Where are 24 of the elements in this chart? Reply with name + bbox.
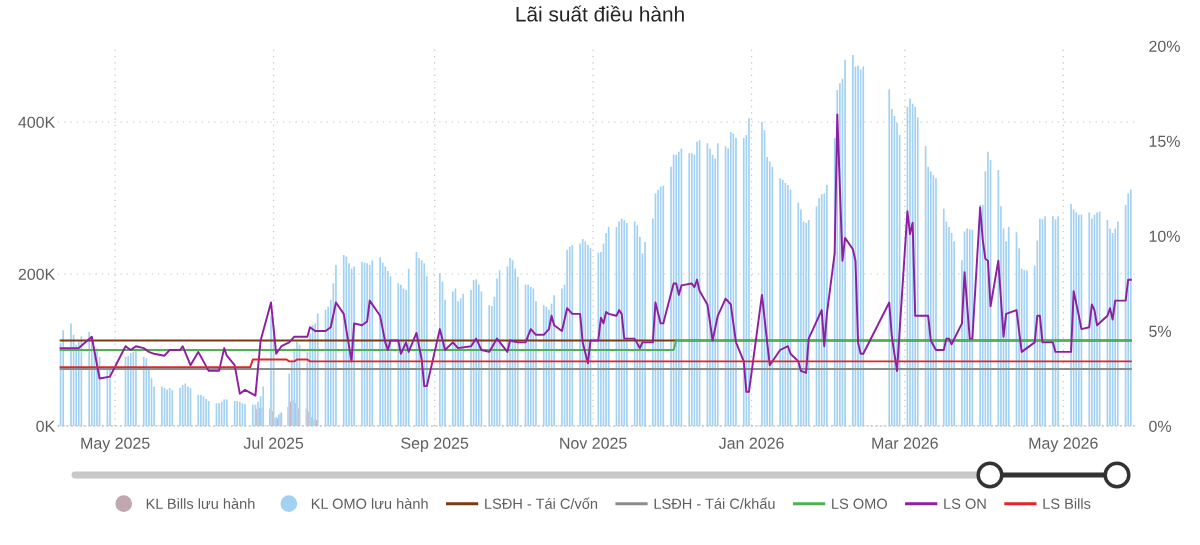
chart-title: Lãi suất điều hành xyxy=(516,5,684,22)
x-tick-label: Jan 2026 xyxy=(718,437,784,449)
x-tick-label: May 2026 xyxy=(1029,437,1098,452)
legend-label: LS ON xyxy=(944,498,986,509)
y2-tick-label: 15% xyxy=(1149,135,1180,147)
legend-label: KL Bills lưu hành xyxy=(146,498,255,509)
x-tick-label: Nov 2025 xyxy=(560,437,627,449)
legend-label: LSĐH - Tái C/vốn xyxy=(485,497,598,509)
x-tick-label: Jul 2025 xyxy=(243,437,304,449)
x-tick-label: May 2025 xyxy=(81,437,150,452)
legend-label: KL OMO lưu hành xyxy=(311,498,428,509)
y2-tick-label: 10% xyxy=(1149,230,1180,242)
y2-tick-label: 20% xyxy=(1149,40,1180,52)
y-tick-label: 400K xyxy=(18,116,56,128)
line-series xyxy=(59,113,1132,397)
x-tick-label: Mar 2026 xyxy=(872,437,938,449)
y2-tick-label: 0% xyxy=(1149,420,1172,432)
y2-tick-label: 5% xyxy=(1149,325,1172,337)
y-tick-label: 200K xyxy=(18,268,56,280)
legend-label: LS OMO xyxy=(832,498,887,509)
legend-label: LS Bills xyxy=(1043,498,1091,509)
legend-label: LSĐH - Tái C/khấu xyxy=(654,497,775,509)
x-tick-label: Sep 2025 xyxy=(401,437,469,452)
y-tick-label: 0K xyxy=(36,420,56,432)
